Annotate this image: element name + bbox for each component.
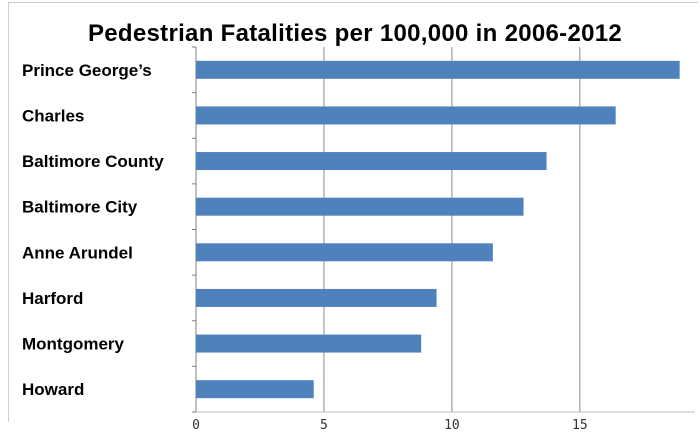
bar-8 bbox=[196, 380, 314, 399]
category-label-7: Montgomery bbox=[22, 335, 125, 354]
category-label-3: Baltimore County bbox=[22, 152, 164, 171]
category-label-2: Charles bbox=[22, 106, 84, 125]
x-tick-label-3: 15 bbox=[572, 418, 588, 433]
frame-border-top bbox=[8, 2, 698, 3]
bar-1 bbox=[196, 60, 680, 79]
x-tick-label-2: 10 bbox=[444, 418, 460, 433]
x-tick-label-1: 5 bbox=[320, 418, 328, 433]
x-tick-label-0: 0 bbox=[192, 418, 200, 433]
category-label-1: Prince George’s bbox=[22, 61, 152, 80]
bar-2 bbox=[196, 106, 616, 125]
bar-7 bbox=[196, 334, 422, 353]
category-label-4: Baltimore City bbox=[22, 198, 138, 217]
bar-5 bbox=[196, 243, 493, 262]
category-label-6: Harford bbox=[22, 289, 83, 308]
category-label-5: Anne Arundel bbox=[22, 243, 133, 262]
bar-3 bbox=[196, 152, 547, 171]
chart-title: Pedestrian Fatalities per 100,000 in 200… bbox=[87, 20, 623, 47]
category-label-8: Howard bbox=[22, 380, 84, 399]
bar-6 bbox=[196, 288, 437, 307]
frame-border-left bbox=[8, 2, 9, 422]
bar-4 bbox=[196, 197, 524, 216]
